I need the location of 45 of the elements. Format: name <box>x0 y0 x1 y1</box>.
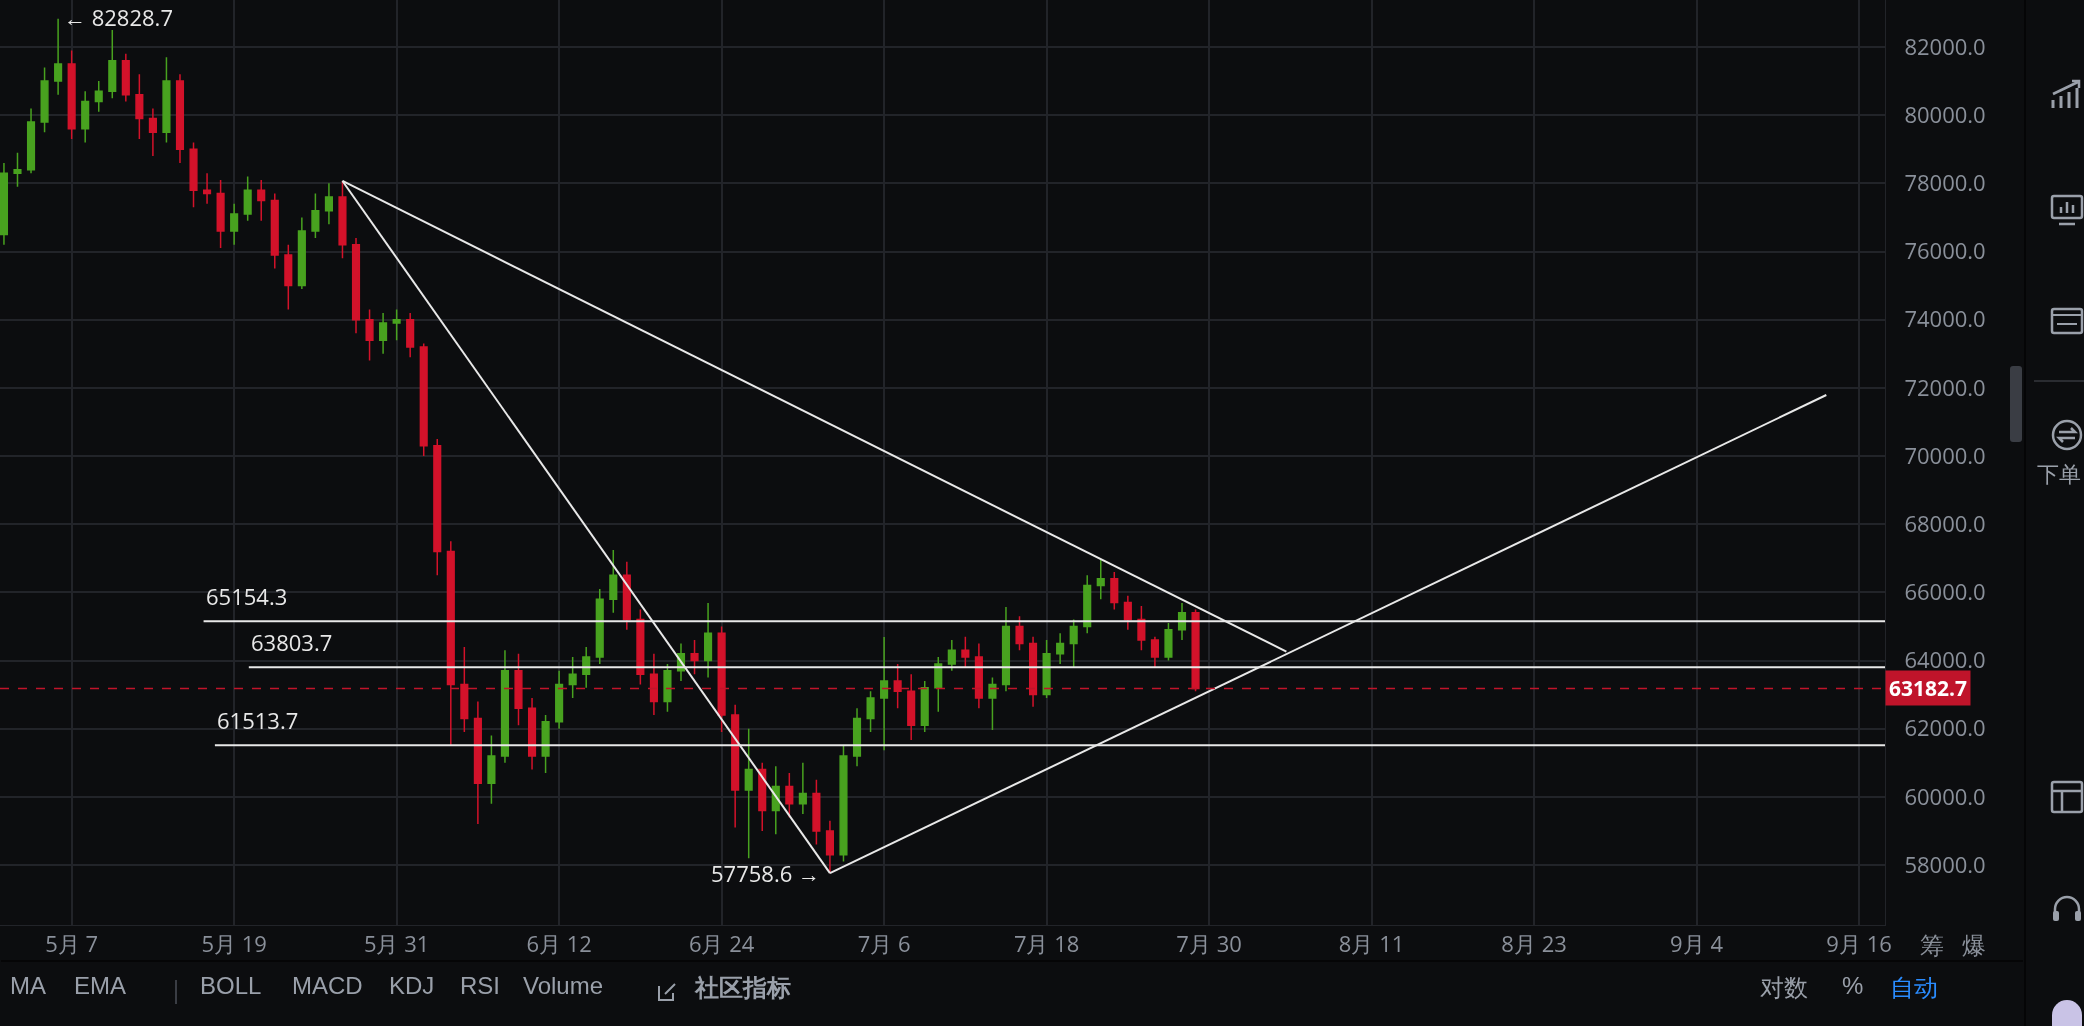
y-tick-label: 76000.0 <box>1904 235 1986 266</box>
x-tick-label: 5月 7 <box>45 928 99 959</box>
y-tick-label: 64000.0 <box>1904 644 1986 675</box>
y-tick-label: 66000.0 <box>1904 576 1986 607</box>
text: 下单 <box>2037 461 2081 489</box>
y-tick-label: 58000.0 <box>1904 848 1986 879</box>
text: MA <box>10 972 46 1000</box>
text: RSI <box>460 972 501 1000</box>
text: EMA <box>74 972 127 1000</box>
x-tick-label: 5月 31 <box>363 928 430 959</box>
text: MACD <box>292 972 363 1000</box>
text: 自动 <box>1890 973 1938 1003</box>
x-tick-label: 8月 23 <box>1501 928 1567 959</box>
x-tick-label: 7月 30 <box>1176 928 1242 959</box>
text: Volume <box>523 972 604 1000</box>
x-tick-label: 7月 6 <box>857 928 911 959</box>
annotation: ← 82828.7 <box>64 2 173 32</box>
ref-line-label: 65154.3 <box>206 581 288 611</box>
ref-line-label: 63182.7 <box>1889 674 1968 702</box>
text: 对数 <box>1760 973 1808 1003</box>
ref-line-label: 61513.7 <box>217 705 299 735</box>
x-tick-label: 8月 11 <box>1338 928 1405 959</box>
y-tick-label: 70000.0 <box>1904 439 1986 470</box>
text: % <box>1842 972 1864 1000</box>
y-tick-label: 62000.0 <box>1904 712 1986 743</box>
text: KDJ <box>389 972 435 1000</box>
text: 社区指标 <box>695 973 791 1003</box>
x-tick-label: 9月 16 <box>1826 928 1892 959</box>
text: BOLL <box>200 972 262 1000</box>
x-tick-label: 5月 19 <box>201 928 267 959</box>
x-tick-label: 9月 4 <box>1670 928 1724 959</box>
y-tick-label: 74000.0 <box>1904 303 1986 334</box>
text: 筹 <box>1920 931 1944 961</box>
y-tick-label: 78000.0 <box>1904 167 1986 198</box>
y-tick-label: 82000.0 <box>1904 30 1986 61</box>
x-tick-label: 7月 18 <box>1013 928 1080 959</box>
y-tick-label: 60000.0 <box>1904 780 1986 811</box>
x-tick-label: 6月 12 <box>526 928 592 959</box>
y-tick-label: 72000.0 <box>1904 371 1986 402</box>
x-tick-label: 6月 24 <box>688 928 755 959</box>
y-tick-label: 68000.0 <box>1904 507 1986 538</box>
y-tick-label: 80000.0 <box>1904 98 1986 129</box>
ref-line-label: 63803.7 <box>251 627 333 657</box>
text: 爆 <box>1962 931 1986 961</box>
annotation: 57758.6 → <box>711 858 820 888</box>
